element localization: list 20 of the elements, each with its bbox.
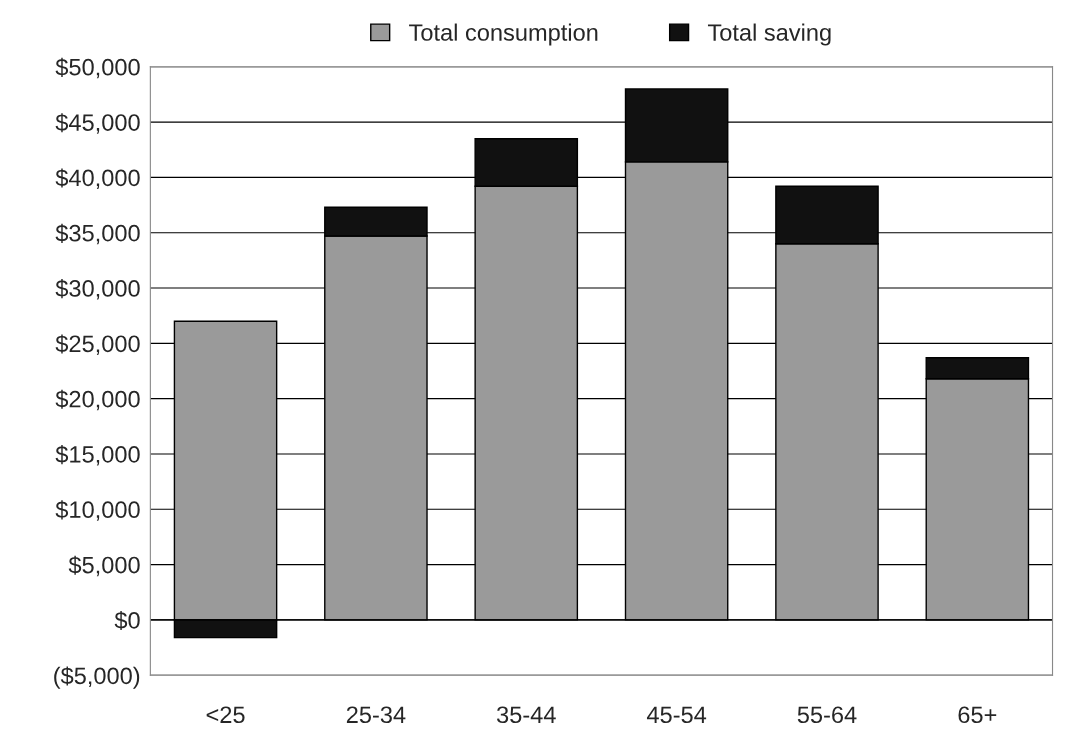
x-tick-label: 55-64 bbox=[797, 706, 857, 724]
y-tick-label: $10,000 bbox=[55, 500, 140, 521]
x-tick-label: 65+ bbox=[958, 706, 997, 724]
y-tick-label: $5,000 bbox=[68, 555, 140, 577]
x-tick-label: 25-34 bbox=[346, 706, 406, 724]
x-tick-label: <25 bbox=[206, 706, 245, 724]
y-tick-label: $15,000 bbox=[55, 445, 140, 466]
y-tick-label: $30,000 bbox=[55, 279, 140, 300]
y-tick-label: ($5,000) bbox=[54, 666, 140, 689]
y-tick-label: $40,000 bbox=[55, 168, 140, 189]
y-tick-label: $0 bbox=[114, 610, 140, 631]
y-tick-label: $35,000 bbox=[55, 223, 140, 245]
y-tick-label: $50,000 bbox=[55, 57, 140, 79]
y-tick-label: $25,000 bbox=[55, 334, 140, 355]
legend-label: Total saving bbox=[707, 23, 831, 46]
legend-label: Total consumption bbox=[409, 23, 598, 46]
y-tick-label: $45,000 bbox=[55, 113, 140, 134]
x-tick-label: 45-54 bbox=[646, 706, 707, 724]
x-tick-label: 35-44 bbox=[496, 706, 556, 724]
y-tick-label: $20,000 bbox=[55, 389, 140, 411]
